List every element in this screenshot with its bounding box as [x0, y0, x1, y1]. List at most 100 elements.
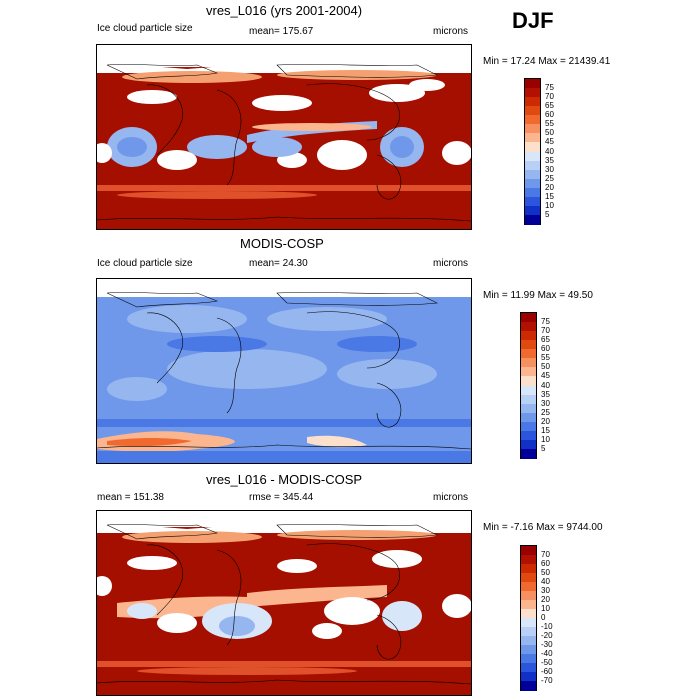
colorbar-tick-label: 55: [545, 119, 554, 129]
colorbar-tick-label: 65: [545, 101, 554, 111]
colorbar-swatch: [521, 663, 536, 673]
colorbar-swatch: [521, 582, 536, 592]
colorbar-tick-label: 55: [541, 353, 550, 363]
panel-3-units-label: microns: [433, 492, 469, 503]
colorbar-swatch: [521, 672, 536, 682]
colorbar-tick-label: -40: [541, 649, 553, 658]
colorbar-swatch: [525, 115, 540, 125]
colorbar-tick-label: 20: [541, 595, 550, 604]
colorbar-tick-label: -30: [541, 640, 553, 649]
colorbar-swatch: [525, 151, 540, 162]
panel-2-colorbar: 75 70 65 60 55 50 45 40 35 30 25 20 15 10 5: [520, 312, 550, 459]
colorbar-swatch: [525, 97, 540, 107]
colorbar-swatch: [521, 358, 536, 368]
panel-3-mean-label: mean = 151.38: [97, 492, 164, 503]
colorbar-swatch: [521, 573, 536, 583]
colorbar-tick-label: 5: [545, 209, 550, 219]
panel-1-units-label: microns: [433, 26, 469, 37]
colorbar-swatch: [521, 591, 536, 601]
colorbar-swatch: [521, 349, 536, 359]
colorbar-swatch: [525, 178, 540, 189]
panel-2-title: MODIS-COSP: [240, 236, 324, 251]
colorbar-swatch: [521, 367, 536, 377]
colorbar-swatch: [521, 636, 536, 646]
panel-3-title: vres_L016 - MODIS-COSP: [206, 472, 363, 487]
colorbar-tick-label: 30: [541, 586, 550, 595]
panel-2-units-label: microns: [433, 258, 469, 269]
panel-2-minmax: Min = 11.99 Max = 49.50: [483, 290, 593, 301]
colorbar-tick-label: 50: [541, 362, 550, 372]
colorbar-swatch: [521, 448, 536, 459]
colorbar-swatch: [521, 313, 536, 323]
colorbar-tick-label: 10: [541, 434, 550, 444]
colorbar-tick-label: 70: [541, 550, 550, 559]
colorbar-tick-label: 70: [545, 92, 554, 102]
colorbar-swatch: [521, 564, 536, 574]
colorbar-tick-label: 75: [545, 83, 554, 93]
colorbar-swatch: [521, 627, 536, 637]
panel-3-colorbar: 70 60 50 40 30 20 10 0 -10 -20 -30 -40 -50 -60 -70: [520, 545, 553, 691]
colorbar-swatch: [525, 106, 540, 116]
colorbar-tick-label: 25: [541, 407, 550, 417]
panel-2-mean-label: mean= 24.30: [249, 258, 308, 269]
colorbar-swatch: [521, 394, 536, 405]
colorbar-swatch: [521, 618, 536, 628]
colorbar-swatch: [521, 546, 536, 556]
panel-3-map-field: [97, 511, 471, 695]
panel-2-map-field: [97, 279, 471, 463]
colorbar-tick-label: 40: [541, 380, 550, 390]
colorbar-swatch: [521, 340, 536, 350]
colorbar-swatch: [521, 600, 536, 610]
colorbar-swatch: [521, 385, 536, 396]
colorbar-tick-label: 60: [541, 344, 550, 354]
colorbar-tick-label: 60: [541, 559, 550, 568]
colorbar-tick-label: 70: [541, 326, 550, 336]
colorbar-swatch: [525, 88, 540, 98]
panel-1-variable-label: Ice cloud particle size: [97, 23, 193, 34]
colorbar-tick-label: 45: [545, 137, 554, 147]
colorbar-swatch: [521, 421, 536, 432]
panel-1-map-field: [97, 45, 471, 229]
colorbar-swatch: [525, 196, 540, 207]
colorbar-tick-label: 40: [545, 146, 554, 156]
colorbar-tick-label: -20: [541, 631, 553, 640]
colorbar-tick-label: 50: [541, 568, 550, 577]
panel-1-mean-label: mean= 175.67: [249, 26, 314, 37]
colorbar-swatch: [525, 205, 540, 216]
colorbar-tick-label: 10: [541, 604, 550, 613]
panel-1-minmax: Min = 17.24 Max = 21439.41: [483, 56, 611, 67]
colorbar-tick-label: 15: [541, 425, 550, 435]
panel-1-title: vres_L016 (yrs 2001-2004): [206, 3, 363, 18]
colorbar-swatch: [525, 79, 540, 89]
colorbar-tick-label: 35: [545, 155, 554, 165]
colorbar-swatch: [521, 403, 536, 414]
colorbar-swatch: [521, 439, 536, 450]
colorbar-tick-label: 10: [545, 200, 554, 210]
season-label: DJF: [512, 8, 554, 33]
colorbar-tick-label: -50: [541, 658, 553, 667]
colorbar-swatch: [521, 376, 536, 386]
colorbar-tick-label: 45: [541, 371, 550, 381]
colorbar-swatch: [525, 187, 540, 198]
panel-1-map: [96, 44, 472, 230]
colorbar-swatch: [525, 169, 540, 180]
colorbar-swatch: [525, 214, 540, 225]
colorbar-tick-label: 25: [545, 173, 554, 183]
colorbar-swatch: [521, 331, 536, 341]
colorbar-tick-label: 30: [545, 164, 554, 174]
panel-3-rmse-label: rmse = 345.44: [249, 492, 314, 503]
colorbar-swatch: [521, 654, 536, 664]
colorbar-swatch: [521, 322, 536, 332]
colorbar-swatch: [525, 160, 540, 171]
panel-2-variable-label: Ice cloud particle size: [97, 258, 193, 269]
colorbar-tick-label: 15: [545, 191, 554, 201]
colorbar-tick-label: -70: [541, 676, 553, 685]
colorbar-tick-label: 35: [541, 389, 550, 399]
colorbar-tick-label: 5: [541, 443, 546, 453]
colorbar-tick-label: 30: [541, 398, 550, 408]
colorbar-tick-label: 20: [545, 182, 554, 192]
colorbar-swatch: [525, 142, 540, 152]
colorbar-swatch: [521, 412, 536, 423]
panel-3-minmax: Min = -7.16 Max = 9744.00: [483, 522, 603, 533]
colorbar-tick-label: 65: [541, 335, 550, 345]
